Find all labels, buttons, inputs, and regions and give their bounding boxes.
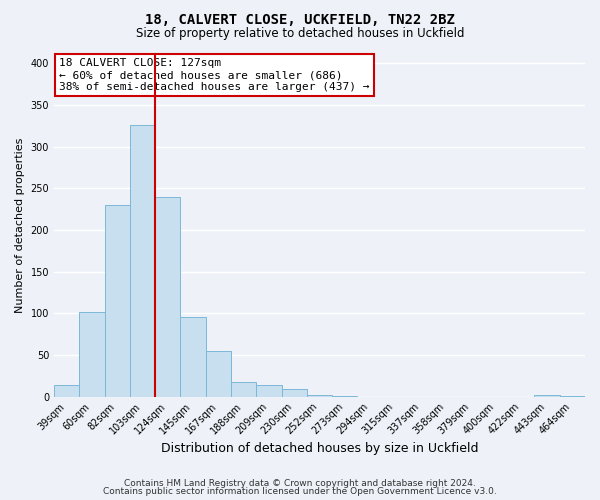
Text: Contains public sector information licensed under the Open Government Licence v3: Contains public sector information licen… (103, 487, 497, 496)
Y-axis label: Number of detached properties: Number of detached properties (15, 138, 25, 314)
Bar (231, 382, 256, 396)
Bar (256, 385, 281, 396)
Bar (79, 312, 104, 396)
Bar (281, 389, 307, 396)
Bar (155, 196, 181, 396)
Bar (104, 205, 130, 396)
Bar (307, 395, 332, 396)
Text: Contains HM Land Registry data © Crown copyright and database right 2024.: Contains HM Land Registry data © Crown c… (124, 478, 476, 488)
Text: Size of property relative to detached houses in Uckfield: Size of property relative to detached ho… (136, 28, 464, 40)
Bar (181, 316, 206, 396)
Bar (206, 351, 231, 397)
X-axis label: Distribution of detached houses by size in Uckfield: Distribution of detached houses by size … (161, 442, 478, 455)
Bar (535, 395, 560, 396)
Bar (54, 385, 79, 396)
Text: 18, CALVERT CLOSE, UCKFIELD, TN22 2BZ: 18, CALVERT CLOSE, UCKFIELD, TN22 2BZ (145, 12, 455, 26)
Text: 18 CALVERT CLOSE: 127sqm
← 60% of detached houses are smaller (686)
38% of semi-: 18 CALVERT CLOSE: 127sqm ← 60% of detach… (59, 58, 370, 92)
Bar (130, 125, 155, 396)
